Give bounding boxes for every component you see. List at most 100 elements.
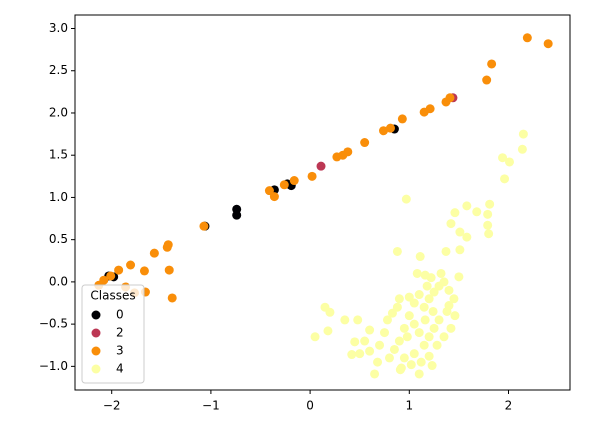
y-tick-label: −0.5 bbox=[39, 317, 68, 331]
point bbox=[416, 357, 426, 367]
point bbox=[446, 323, 456, 333]
legend-title: Classes bbox=[90, 289, 135, 303]
point bbox=[264, 186, 274, 196]
point bbox=[323, 326, 333, 336]
y-tick-label: −1.0 bbox=[39, 359, 68, 373]
point bbox=[126, 260, 136, 270]
legend-label: 0 bbox=[116, 308, 124, 322]
point bbox=[484, 229, 494, 239]
point bbox=[347, 350, 357, 360]
point bbox=[406, 360, 416, 370]
point bbox=[365, 346, 375, 356]
point bbox=[404, 311, 414, 321]
point bbox=[360, 138, 370, 148]
y-tick-label: 0.5 bbox=[49, 232, 68, 246]
x-tick-label: −1 bbox=[202, 399, 220, 413]
plot-area bbox=[75, 15, 570, 390]
point bbox=[439, 332, 449, 342]
x-tick-label: 0 bbox=[306, 399, 314, 413]
point bbox=[307, 171, 317, 181]
point bbox=[522, 33, 532, 43]
point bbox=[389, 344, 399, 354]
point bbox=[379, 328, 389, 338]
point bbox=[419, 302, 429, 312]
point bbox=[419, 340, 429, 350]
point bbox=[114, 265, 124, 275]
point bbox=[387, 308, 397, 318]
point bbox=[375, 340, 385, 350]
point bbox=[162, 242, 172, 252]
point bbox=[483, 220, 493, 230]
point bbox=[199, 221, 209, 231]
point bbox=[397, 114, 407, 124]
point bbox=[429, 287, 439, 297]
legend-label: 3 bbox=[116, 344, 124, 358]
point bbox=[392, 302, 402, 312]
point bbox=[485, 199, 495, 209]
point bbox=[399, 323, 409, 333]
point bbox=[409, 298, 419, 308]
legend-marker bbox=[91, 364, 101, 374]
legend: Classes 0 2 3 4 bbox=[81, 284, 145, 384]
point bbox=[167, 293, 177, 303]
point bbox=[394, 336, 404, 346]
point bbox=[401, 194, 411, 204]
point bbox=[518, 129, 528, 139]
point bbox=[370, 369, 380, 379]
point bbox=[289, 176, 299, 186]
point bbox=[415, 252, 425, 262]
point bbox=[279, 180, 289, 190]
point bbox=[429, 323, 439, 333]
point bbox=[487, 59, 497, 69]
point bbox=[517, 144, 527, 154]
point bbox=[424, 294, 434, 304]
point bbox=[355, 349, 365, 359]
point bbox=[482, 75, 492, 85]
point bbox=[332, 152, 342, 162]
point bbox=[454, 272, 464, 282]
point bbox=[424, 351, 434, 361]
point bbox=[402, 332, 412, 342]
point bbox=[450, 311, 460, 321]
point bbox=[396, 363, 406, 373]
x-tick-label: 1 bbox=[405, 399, 413, 413]
point bbox=[360, 336, 370, 346]
legend-marker bbox=[91, 328, 101, 338]
axes-frame bbox=[74, 14, 571, 391]
point bbox=[483, 209, 493, 219]
point bbox=[404, 292, 414, 302]
point bbox=[446, 219, 456, 229]
x-tick-label: −2 bbox=[103, 399, 121, 413]
point bbox=[316, 161, 326, 171]
legend-label: 2 bbox=[116, 326, 124, 340]
point bbox=[439, 277, 449, 287]
point bbox=[325, 307, 335, 317]
y-tick-label: 3.0 bbox=[49, 21, 68, 35]
point bbox=[106, 271, 116, 281]
point bbox=[379, 126, 389, 136]
point bbox=[444, 301, 454, 311]
point bbox=[373, 357, 383, 367]
point bbox=[310, 332, 320, 342]
point bbox=[462, 201, 472, 211]
point bbox=[139, 266, 149, 276]
point bbox=[427, 361, 437, 371]
y-tick-label: 2.5 bbox=[49, 63, 68, 77]
point bbox=[414, 369, 424, 379]
point bbox=[399, 353, 409, 363]
point bbox=[500, 174, 510, 184]
point bbox=[432, 340, 442, 350]
legend-label: 4 bbox=[116, 362, 124, 376]
point bbox=[436, 268, 446, 278]
point bbox=[385, 123, 395, 133]
point bbox=[353, 315, 363, 325]
point bbox=[472, 207, 482, 217]
y-tick-label: 1.0 bbox=[49, 190, 68, 204]
point bbox=[394, 294, 404, 304]
point bbox=[232, 210, 242, 220]
y-tick-label: 0.0 bbox=[49, 274, 68, 288]
point bbox=[414, 328, 424, 338]
point bbox=[441, 246, 451, 256]
